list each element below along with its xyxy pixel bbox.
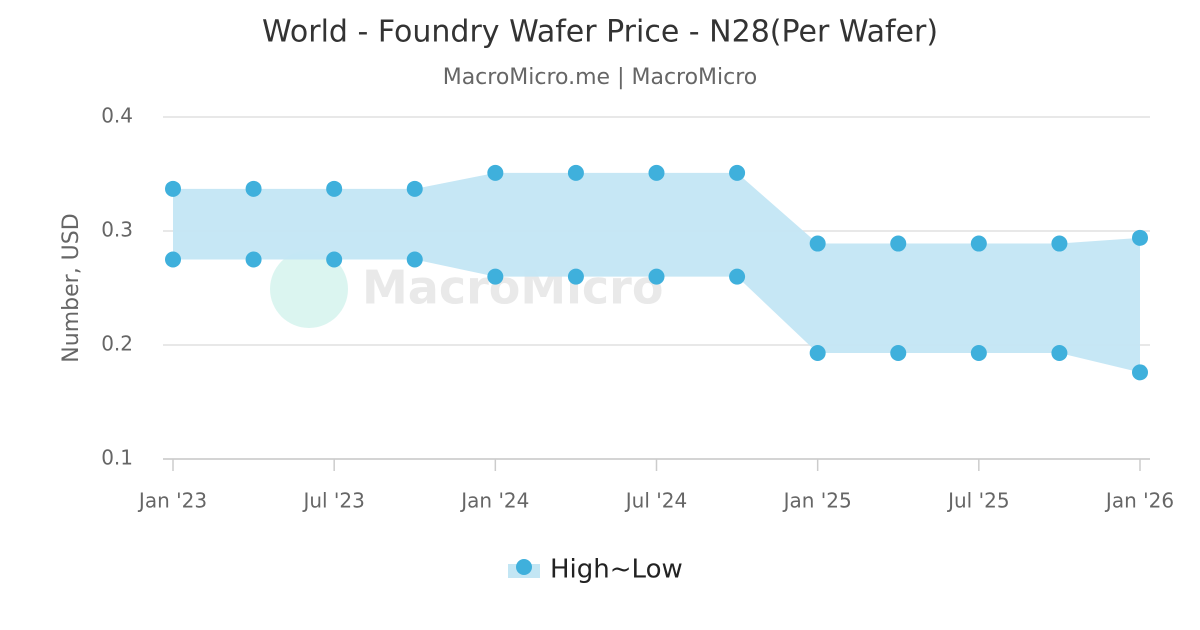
x-tick-label: Jan '24 bbox=[459, 489, 529, 513]
chart-title: World - Foundry Wafer Price - N28(Per Wa… bbox=[262, 15, 938, 50]
point-low bbox=[406, 251, 423, 268]
point-high bbox=[165, 180, 181, 197]
point-high bbox=[1051, 235, 1068, 252]
point-low bbox=[1051, 344, 1068, 361]
point-low bbox=[567, 268, 584, 285]
y-tick-label: 0.2 bbox=[101, 332, 133, 356]
point-high bbox=[729, 164, 746, 181]
point-high bbox=[809, 235, 826, 252]
point-low bbox=[326, 251, 343, 268]
y-tick-label: 0.3 bbox=[101, 218, 133, 242]
y-tick-label: 0.4 bbox=[101, 104, 133, 128]
x-tick-label: Jan '23 bbox=[137, 489, 207, 513]
point-low bbox=[1132, 364, 1148, 381]
point-low bbox=[729, 268, 746, 285]
point-high bbox=[245, 180, 262, 197]
point-high bbox=[1132, 229, 1148, 246]
point-high bbox=[648, 164, 665, 181]
x-tick-label: Jan '26 bbox=[1104, 489, 1174, 513]
point-high bbox=[567, 164, 584, 181]
x-tick-label: Jul '23 bbox=[301, 489, 364, 513]
point-high bbox=[326, 180, 343, 197]
point-high bbox=[406, 180, 423, 197]
x-tick-label: Jul '25 bbox=[946, 489, 1009, 513]
point-low bbox=[487, 268, 504, 285]
point-low bbox=[245, 251, 262, 268]
y-tick-label: 0.1 bbox=[101, 446, 133, 470]
legend-item: High~Low bbox=[508, 555, 683, 585]
point-high bbox=[890, 235, 907, 252]
chart-subtitle: MacroMicro.me | MacroMicro bbox=[443, 65, 758, 90]
point-low bbox=[970, 344, 987, 361]
point-high bbox=[487, 164, 504, 181]
point-low bbox=[165, 251, 181, 268]
x-tick-label: Jan '25 bbox=[782, 489, 852, 513]
watermark-logo bbox=[270, 250, 348, 328]
y-axis-label: Number, USD bbox=[59, 213, 84, 362]
legend-marker bbox=[516, 559, 532, 575]
legend-label: High~Low bbox=[550, 555, 683, 585]
point-low bbox=[809, 344, 826, 361]
point-low bbox=[648, 268, 665, 285]
point-low bbox=[890, 344, 907, 361]
x-tick-label: Jul '24 bbox=[624, 489, 687, 513]
point-high bbox=[970, 235, 987, 252]
